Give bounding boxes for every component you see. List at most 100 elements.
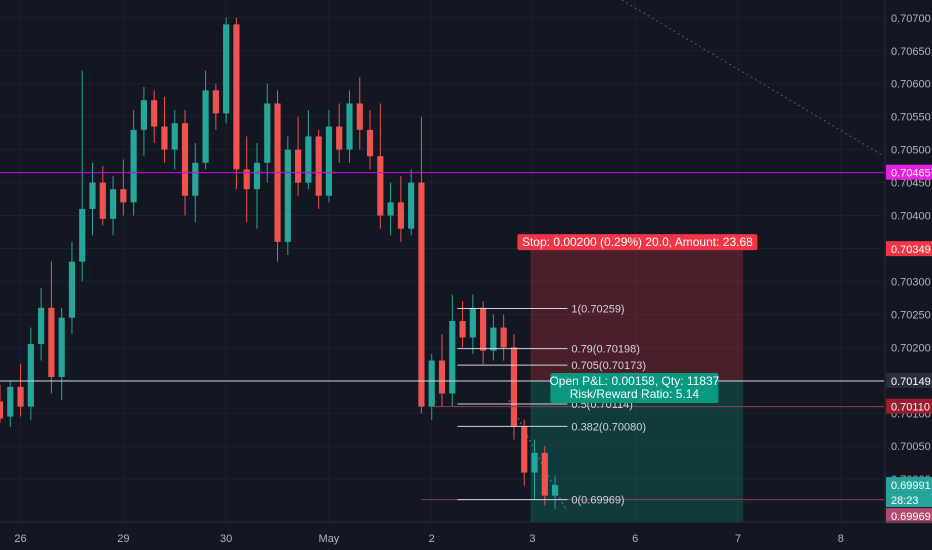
fib-level-label: 0.79(0.70198) [571, 344, 640, 356]
candle-body [305, 136, 312, 183]
candle-body [253, 162, 261, 190]
price-badge [886, 508, 932, 524]
fib-level-label: 0.382(0.70080) [571, 421, 646, 433]
candle-body [284, 149, 291, 242]
price-badge [886, 164, 932, 180]
time-axis[interactable]: 26 29 30 May 2 3 6 7 8 [0, 521, 932, 545]
candle-body [17, 386, 24, 407]
price-badge-label: 0.70465 [891, 168, 931, 180]
risk-reward-label-text: Risk/Reward Ratio: 5.14 [570, 387, 700, 401]
candle-body [48, 307, 55, 377]
candle-body [397, 202, 404, 229]
candle-body [27, 344, 34, 407]
candlestick-series [0, 17, 559, 509]
candle-body [181, 123, 189, 196]
candle-body [171, 123, 178, 150]
candle-body [500, 327, 507, 348]
candle-body [161, 126, 168, 150]
price-badge-label: 0.69969 [891, 511, 931, 523]
candle-body [541, 452, 548, 496]
candle-body [58, 317, 65, 377]
position-tool[interactable] [508, 0, 885, 522]
candle-body [99, 182, 106, 219]
time-tick-label: 2 [429, 533, 435, 545]
time-tick-label: 7 [735, 533, 741, 545]
candle-body [490, 327, 497, 351]
price-badge-label: 0.70110 [891, 402, 930, 414]
price-tick-label: 0.70450 [891, 178, 931, 190]
time-tick-label: 30 [220, 533, 232, 545]
candle-body [387, 202, 394, 216]
candle-body [377, 156, 384, 216]
candle-body [109, 189, 117, 219]
candle-body [356, 103, 363, 130]
candle-body [243, 169, 250, 190]
candle-body [366, 129, 374, 157]
candle-body [438, 360, 446, 394]
pnl-label-text: Open P&L: 0.00158, Qty: 11837 [549, 374, 719, 388]
candle-body [315, 136, 322, 196]
price-badge [886, 241, 932, 257]
fib-level-label: 0.705(0.70173) [571, 360, 646, 372]
candle-body [295, 149, 302, 183]
price-badge-label: 0.70349 [891, 244, 931, 256]
stop-zone[interactable] [530, 249, 744, 381]
candle-body [325, 126, 333, 196]
candle-body [531, 452, 538, 473]
price-badge-label: 28:23 [891, 495, 919, 507]
candle-body [418, 182, 425, 407]
candle-body [0, 401, 4, 419]
fib-level-label: 1(0.70259) [571, 303, 624, 315]
price-tick-label: 0.70250 [891, 309, 931, 321]
candle-body [38, 307, 45, 345]
price-badge [886, 477, 932, 493]
price-badge-label: 0.70149 [891, 376, 931, 388]
time-tick-label: 29 [117, 533, 129, 545]
candle-body [428, 360, 435, 407]
price-tick-label: 0.70700 [891, 13, 931, 25]
pnl-label-box [550, 372, 719, 403]
price-tick-label: 0.70650 [891, 46, 931, 58]
horizontal-lines[interactable] [0, 172, 884, 501]
candle-body [120, 189, 127, 203]
price-axis[interactable]: 0.70700 0.70650 0.70600 0.70550 0.70500 0.704… [884, 0, 932, 550]
price-tick-label: 0.70600 [891, 79, 931, 91]
candle-body [192, 162, 199, 196]
candle-body [212, 90, 219, 114]
candle-body [346, 103, 353, 150]
candle-body [151, 100, 158, 127]
price-badge [886, 398, 932, 414]
price-tick-label: 0.70200 [891, 342, 931, 354]
candle-body [89, 182, 96, 209]
candle-body [336, 126, 343, 150]
time-tick-label: 26 [14, 533, 26, 545]
candle-body [202, 90, 209, 163]
price-badge-label: 0.69991 [891, 480, 931, 492]
chart-grid [0, 0, 884, 522]
candle-body [551, 485, 559, 496]
candle-body [521, 426, 528, 473]
candle-body [130, 129, 137, 203]
candle-body [7, 386, 14, 417]
stop-label-text: Stop: 0.00200 (0.29%) 20.0, Amount: 23.6… [522, 235, 753, 249]
candle-body [449, 320, 456, 394]
candle-body [233, 24, 240, 170]
price-tick-label: 0.70300 [891, 276, 931, 288]
price-tick-label: 0.70050 [891, 441, 931, 453]
candle-body [264, 103, 271, 163]
candle-body [68, 261, 76, 318]
dashed-trend-line-upper[interactable] [621, 0, 885, 157]
candle-body [510, 347, 518, 427]
price-tick-label: 0.70550 [891, 112, 931, 124]
price-badge [886, 492, 932, 508]
time-tick-label: 8 [838, 533, 844, 545]
candle-body [408, 182, 415, 229]
price-tick-label: 0.70500 [891, 145, 931, 157]
stop-label-box [517, 234, 758, 251]
price-axis-background [885, 0, 932, 550]
price-badge [886, 372, 932, 388]
time-tick-label: 6 [632, 533, 638, 545]
time-tick-label: May [319, 533, 340, 545]
price-tick-label: 0.70400 [891, 211, 931, 223]
